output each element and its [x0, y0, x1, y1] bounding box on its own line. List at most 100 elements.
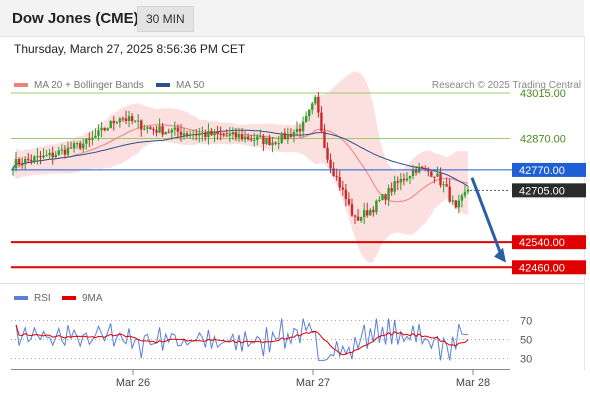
candle-body — [375, 200, 378, 213]
level-label-bg-4 — [512, 235, 586, 250]
candle-body — [256, 136, 259, 140]
copyright: Research © 2025 Trading Central — [431, 80, 581, 91]
candle-body — [396, 181, 399, 183]
candle-body — [207, 130, 210, 137]
candle-body — [109, 120, 112, 129]
candle-body — [314, 96, 317, 104]
candles — [11, 92, 470, 225]
candle-body — [341, 187, 344, 190]
forecast-arrow-line — [470, 177, 503, 256]
candle-body — [39, 156, 42, 158]
x-tick-label-0: Mar 26 — [116, 377, 150, 389]
candle-body — [97, 130, 100, 136]
candle-body — [384, 194, 387, 200]
candle-body — [295, 128, 299, 133]
candle-body — [286, 134, 290, 140]
candle-body — [115, 122, 119, 124]
candle-body — [378, 200, 381, 202]
rsi-tick-50: 50 — [520, 335, 532, 347]
candle-body — [259, 136, 262, 138]
candle-body — [463, 191, 467, 196]
candle-body — [308, 109, 311, 117]
candle-body — [433, 176, 436, 178]
legend-rsi-swatch — [14, 296, 28, 301]
candle-body — [179, 131, 183, 136]
candle-body — [33, 156, 36, 162]
rsi-ma-line — [15, 324, 469, 356]
candle-body — [366, 210, 369, 216]
candle-body — [143, 128, 146, 130]
candle-body — [381, 194, 384, 201]
legend-bollinger-swatch — [14, 83, 28, 88]
candle-body — [57, 150, 61, 155]
forecast-arrow-head — [494, 247, 506, 263]
legend-rsi-label: RSI — [34, 293, 51, 304]
candle-body — [66, 147, 70, 155]
candle-body — [201, 133, 204, 135]
rsi-line — [15, 318, 469, 361]
candle-body — [195, 134, 198, 136]
candle-body — [311, 103, 314, 110]
candle-body — [420, 166, 424, 169]
candle-body — [338, 176, 341, 188]
candle-body — [130, 116, 134, 122]
candle-body — [17, 159, 21, 165]
candle-body — [75, 143, 79, 145]
header-bar: Dow Jones (CME) 30 MIN — [0, 0, 584, 37]
candle-body — [326, 147, 329, 160]
candle-body — [225, 135, 228, 137]
candle-body — [137, 120, 140, 122]
candle-body — [11, 168, 15, 170]
candle-body — [173, 127, 177, 130]
timeframe-button[interactable]: 30 MIN — [137, 6, 194, 32]
candle-body — [323, 131, 326, 148]
candle-body — [185, 133, 189, 135]
candle-body — [54, 154, 57, 158]
candle-body — [222, 134, 225, 136]
level-label-4: 42540.00 — [519, 237, 565, 249]
candle-body — [149, 127, 152, 130]
legend-bollinger-label: MA 20 + Bollinger Bands — [34, 80, 144, 91]
candle-body — [335, 175, 338, 177]
candle-body — [85, 138, 88, 144]
level-label-bg-3 — [512, 183, 586, 198]
candle-body — [161, 126, 164, 135]
candle-body — [353, 215, 357, 217]
candle-body — [369, 209, 372, 216]
level-label-0: 43015.00 — [520, 88, 566, 100]
candle-body — [82, 143, 85, 149]
candle-body — [234, 132, 238, 138]
candle-body — [78, 143, 82, 149]
candle-body — [88, 138, 91, 140]
x-tick-label-1: Mar 27 — [296, 377, 330, 389]
candle-body — [289, 134, 293, 137]
legend-9ma: 9MA — [62, 293, 103, 304]
candle-body — [332, 168, 335, 176]
candle-body — [347, 199, 351, 205]
candle-body — [106, 128, 109, 131]
level-label-bg-2 — [512, 162, 586, 177]
candle-body — [133, 120, 137, 122]
candle-body — [424, 168, 427, 170]
candle-body — [27, 158, 30, 161]
candle-body — [240, 134, 244, 140]
candle-body — [448, 186, 451, 202]
candle-body — [219, 134, 222, 136]
candle-body — [304, 116, 308, 122]
candle-body — [170, 129, 173, 133]
candle-body — [283, 133, 286, 140]
candle-body — [213, 131, 216, 136]
candle-body — [356, 216, 360, 221]
candle-body — [243, 136, 247, 140]
candle-body — [253, 139, 256, 141]
candle-body — [329, 159, 332, 169]
candle-body — [191, 134, 195, 136]
bollinger-band-area — [13, 71, 468, 263]
candle-body — [176, 127, 180, 132]
legend-9ma-label: 9MA — [82, 293, 103, 304]
candle-body — [265, 137, 268, 144]
candle-body — [121, 118, 125, 120]
rsi-tick-70: 70 — [520, 316, 532, 328]
candle-body — [51, 152, 54, 158]
